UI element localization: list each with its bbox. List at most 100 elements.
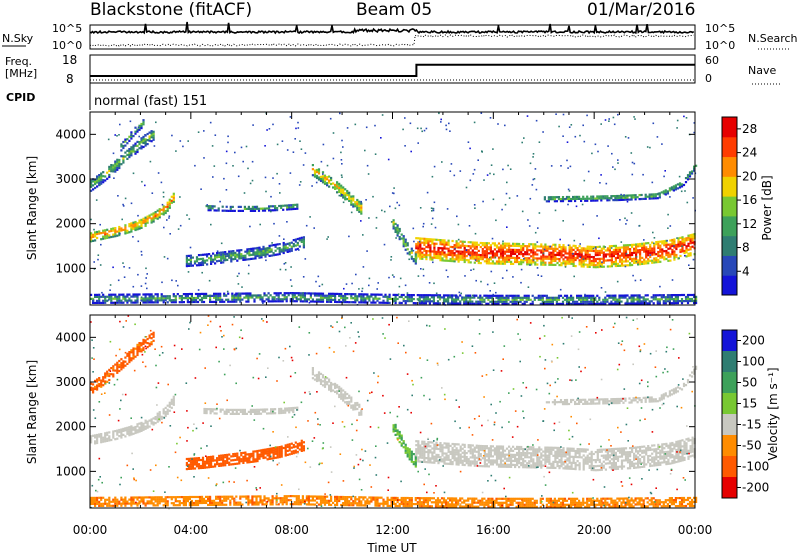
scatter-cell [608, 255, 611, 258]
scatter-cell [118, 228, 121, 231]
scatter-cell [422, 294, 425, 297]
scatter-cell [681, 250, 684, 253]
scatter-cell [438, 112, 440, 115]
scatter-cell [598, 251, 601, 254]
scatter-cell [302, 242, 305, 245]
scatter-cell [406, 248, 409, 251]
scatter-cell [256, 449, 259, 453]
scatter-cell [631, 251, 634, 255]
scatter-cell [514, 242, 517, 245]
scatter-cell [469, 251, 472, 254]
scatter-cell [382, 295, 385, 298]
scatter-cell [142, 424, 145, 427]
scatter-cell [501, 294, 504, 297]
scatter-cell [463, 252, 466, 255]
scatter-cell [604, 300, 607, 303]
scatter-cell [588, 255, 591, 258]
scatter-cell [282, 411, 285, 414]
scatter-cell [102, 380, 105, 383]
scatter-cell [499, 256, 503, 259]
scatter-cell [559, 200, 563, 203]
scatter-cell [688, 173, 692, 176]
scatter-cell [146, 346, 149, 349]
scatter-cell [234, 251, 237, 254]
power-cells [90, 112, 698, 306]
scatter-cell [326, 164, 329, 167]
scatter-cell [473, 460, 476, 463]
scatter-cell [617, 113, 619, 116]
scatter-cell [200, 296, 204, 300]
scatter-cell [392, 430, 395, 433]
scatter-cell [313, 294, 317, 297]
scatter-cell [549, 196, 552, 199]
scatter-cell [604, 253, 607, 256]
scatter-cell [168, 295, 171, 298]
scatter-cell [685, 245, 688, 248]
scatter-cell [112, 227, 115, 230]
scatter-cell [300, 439, 303, 442]
scatter-cell [542, 255, 545, 258]
scatter-cell [674, 188, 677, 191]
scatter-cell [491, 237, 494, 240]
scatter-cell [435, 455, 438, 458]
scatter-cell [261, 300, 264, 303]
scatter-cell [154, 299, 157, 302]
scatter-cell [469, 464, 472, 467]
scatter-cell [124, 151, 127, 154]
scatter-cell [548, 263, 551, 266]
scatter-cell [294, 248, 297, 251]
scatter-cell [266, 458, 269, 461]
scatter-cell [527, 286, 530, 288]
scatter-cell [565, 298, 569, 301]
scatter-cell [300, 443, 303, 446]
scatter-cell [252, 454, 255, 457]
scatter-cell [341, 194, 343, 196]
scatter-cell [216, 260, 219, 263]
scatter-cell [553, 196, 556, 199]
scatter-cell [511, 298, 514, 301]
scatter-cell [226, 252, 229, 255]
scatter-cell [634, 302, 637, 305]
scatter-cell [673, 252, 676, 255]
scatter-cell [475, 243, 478, 246]
scatter-cell [606, 249, 609, 252]
scatter-cell [475, 253, 478, 256]
scatter-cell [647, 248, 650, 251]
scatter-cell [142, 348, 145, 352]
scatter-cell [629, 250, 632, 253]
scatter-cell [469, 450, 472, 453]
scatter-cell [98, 297, 101, 300]
scatter-cell [693, 131, 695, 134]
scatter-cell [475, 450, 478, 453]
scatter-cell [636, 294, 639, 297]
scatter-cell [319, 179, 323, 182]
scatter-cell [253, 410, 257, 413]
scatter-cell [294, 449, 297, 452]
scatter-cell [321, 283, 324, 286]
scatter-cell [473, 296, 476, 299]
scatter-cell [284, 243, 287, 246]
scatter-cell [420, 294, 423, 297]
scatter-cell [680, 298, 684, 301]
scatter-cell [307, 298, 310, 301]
scatter-cell [625, 301, 628, 304]
scatter-cell [197, 289, 200, 291]
scatter-cell [374, 297, 377, 300]
scatter-cell [576, 302, 579, 305]
scatter-cell [485, 465, 488, 468]
scatter-cell [344, 395, 347, 398]
scatter-cell [154, 211, 157, 214]
scatter-cell [214, 258, 217, 261]
scatter-cell [459, 302, 462, 305]
scatter-cell [582, 296, 585, 299]
scatter-cell [285, 296, 288, 299]
scatter-cell [669, 225, 672, 227]
scatter-cell [132, 135, 135, 138]
scatter-cell [152, 214, 155, 217]
scatter-cell [238, 251, 241, 254]
scatter-cell [239, 294, 242, 297]
scatter-cell [529, 162, 532, 165]
scatter-cell [222, 251, 225, 254]
scatter-cell [471, 296, 474, 299]
scatter-cell [296, 241, 299, 245]
